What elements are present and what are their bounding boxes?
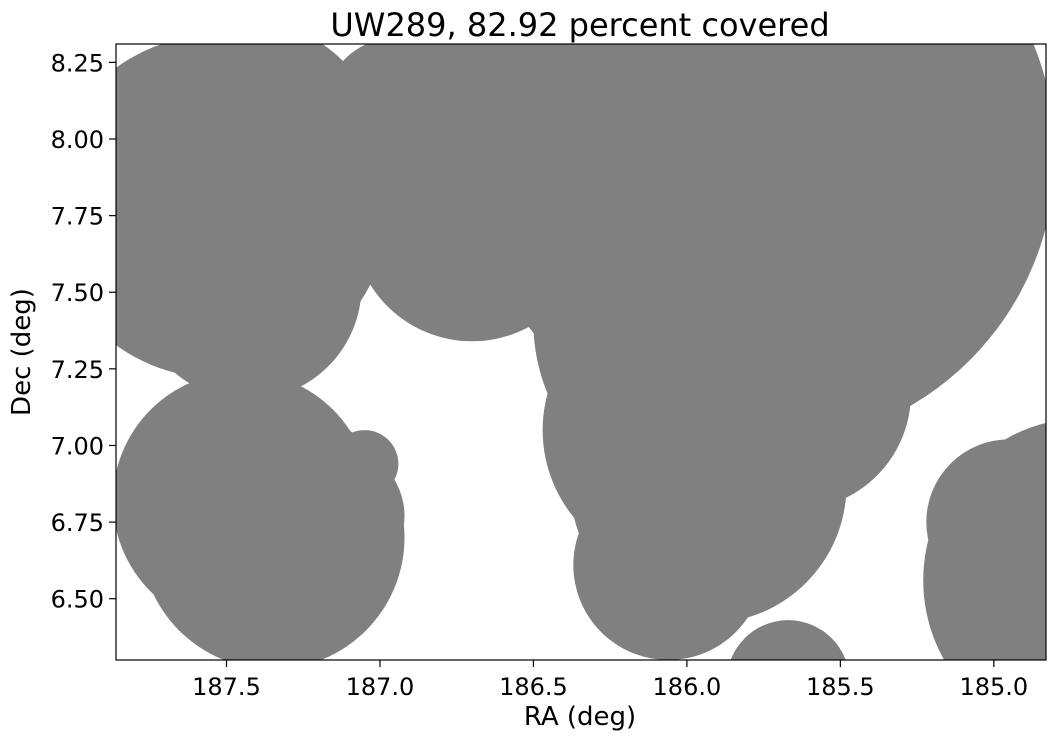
coverage-circle-17 [730, 620, 846, 660]
coverage-circle-19 [926, 439, 1046, 605]
x-axis: 187.5 187.0 186.5 186.0 185.5 185.0 [192, 660, 1028, 701]
y-tick-label: 8.00 [51, 126, 104, 154]
y-tick-label: 8.25 [51, 49, 104, 77]
x-tick-label: 185.5 [806, 673, 875, 701]
y-tick-label: 6.75 [51, 509, 104, 537]
x-axis-label: RA (deg) [524, 702, 636, 732]
x-tick-label: 186.5 [499, 673, 568, 701]
coverage-layer [116, 44, 1046, 660]
coverage-circle-16 [573, 469, 764, 660]
x-tick-label: 186.0 [653, 673, 722, 701]
chart-title: UW289, 82.92 percent covered [330, 6, 829, 44]
coverage-circle-6 [263, 445, 405, 587]
y-tick-label: 7.00 [51, 432, 104, 460]
plot-frame [115, 43, 1047, 661]
x-tick-label: 185.0 [959, 673, 1028, 701]
y-tick-label: 7.50 [51, 279, 104, 307]
coverage-circle-15 [677, 276, 911, 510]
y-axis: 6.50 6.75 7.00 7.25 7.50 7.75 8.00 8.25 [51, 49, 116, 614]
y-tick-label: 7.75 [51, 203, 104, 231]
y-axis-label: Dec (deg) [7, 288, 37, 416]
x-tick-label: 187.0 [346, 673, 415, 701]
x-tick-label: 187.5 [192, 673, 261, 701]
y-tick-label: 7.25 [51, 356, 104, 384]
y-tick-label: 6.50 [51, 586, 104, 614]
